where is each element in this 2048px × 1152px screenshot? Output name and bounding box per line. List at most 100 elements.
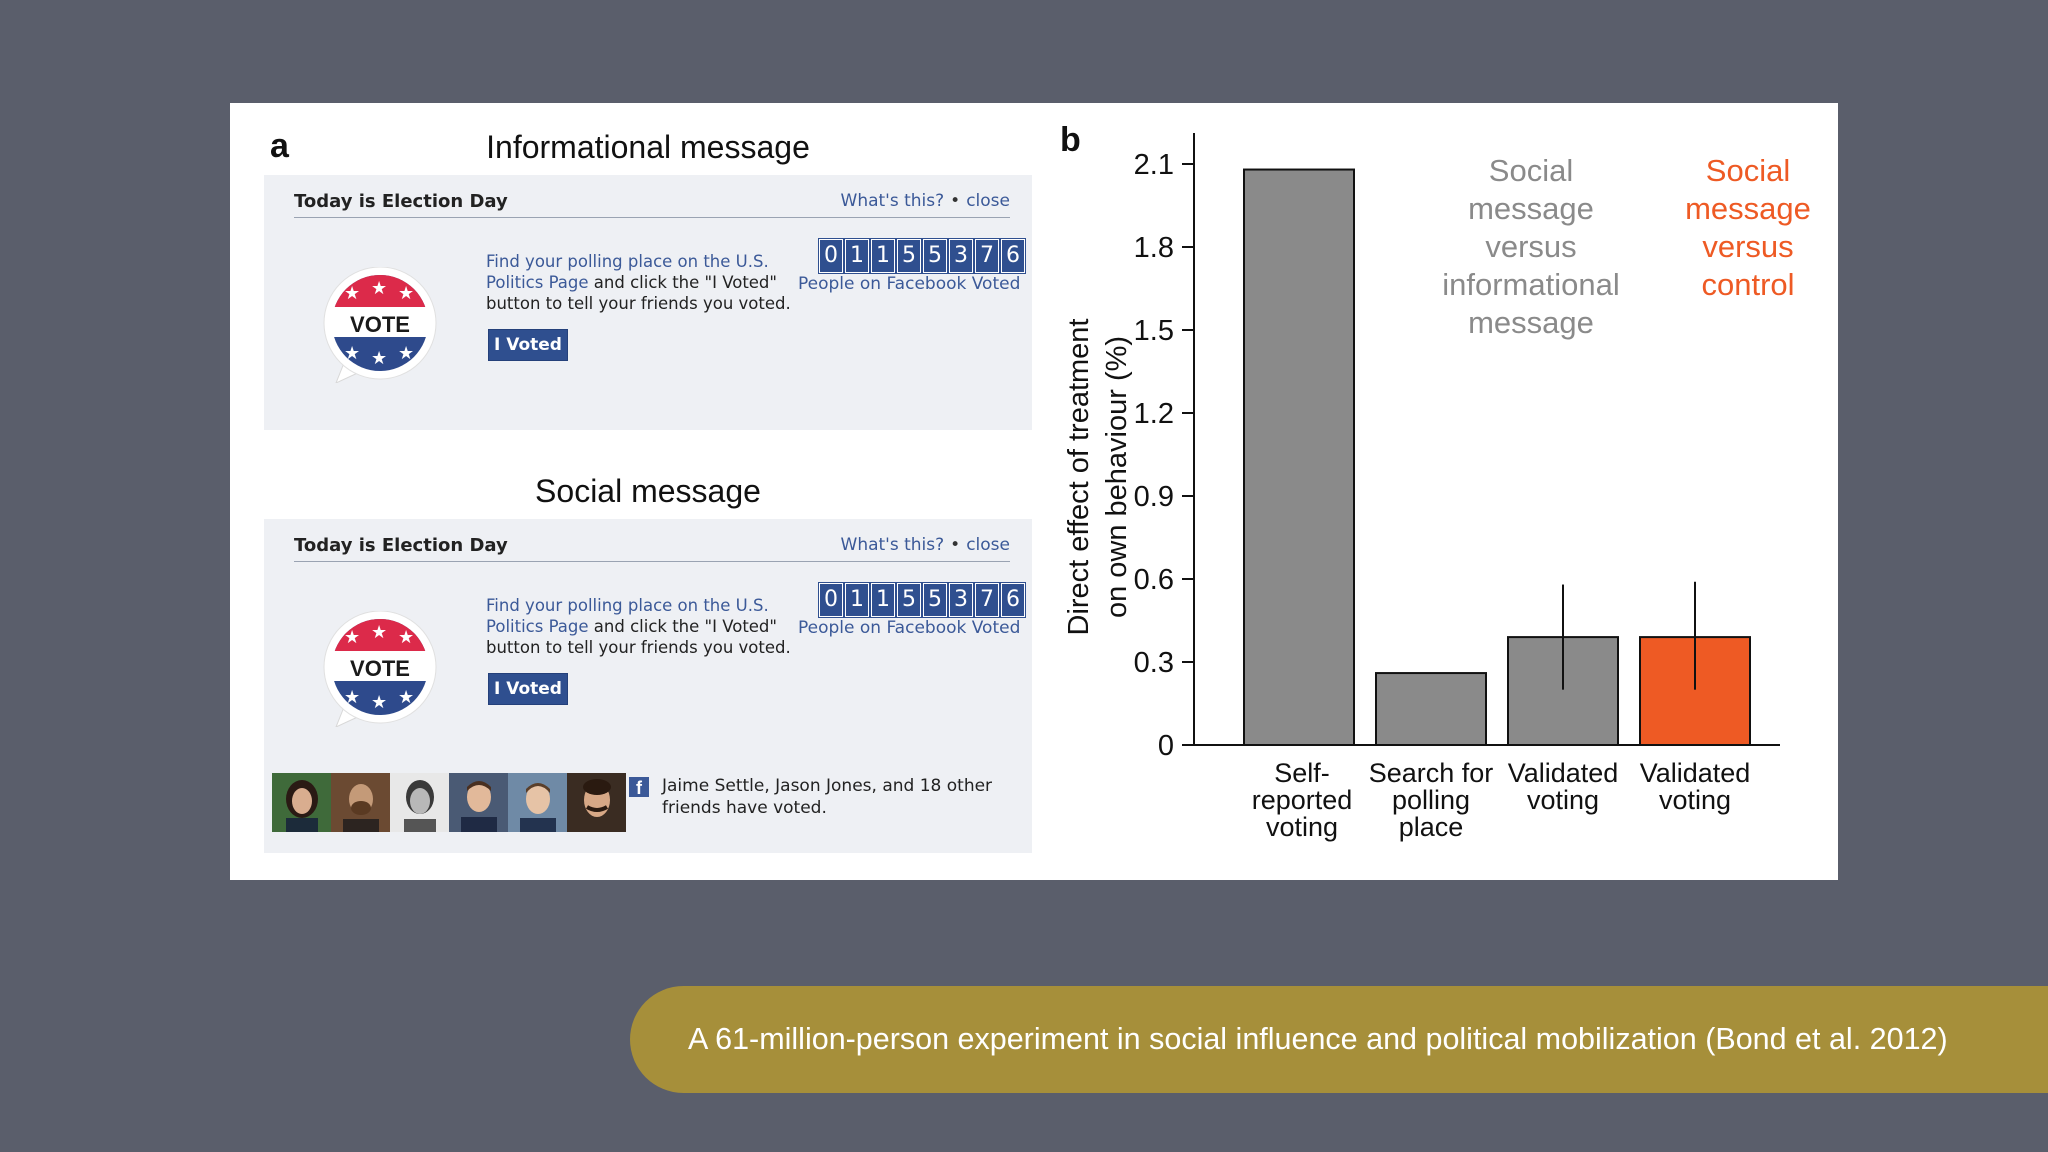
svg-text:★: ★ bbox=[344, 627, 360, 648]
svg-text:★: ★ bbox=[371, 278, 387, 299]
category-label: Validated bbox=[1508, 758, 1619, 788]
counter-digit: 5 bbox=[922, 582, 948, 618]
header-links: What's this? • close bbox=[841, 191, 1010, 211]
annotation-line: informational bbox=[1442, 267, 1619, 302]
counter-digit: 5 bbox=[922, 238, 948, 274]
svg-text:★: ★ bbox=[398, 343, 414, 364]
polling-place-link[interactable]: Find your polling place on the U.S. Poli… bbox=[486, 596, 769, 636]
category-label: polling bbox=[1392, 785, 1470, 815]
svg-text:★: ★ bbox=[344, 283, 360, 304]
vote-badge-label: VOTE bbox=[350, 312, 410, 337]
svg-text:★: ★ bbox=[398, 283, 414, 304]
annotation-line: Social bbox=[1706, 153, 1790, 188]
counter-digit: 0 bbox=[818, 582, 844, 618]
friend-photos bbox=[272, 773, 626, 832]
svg-text:★: ★ bbox=[344, 343, 360, 364]
effect-bar-chart: b Direct effect of treatment on own beha… bbox=[1060, 121, 1811, 842]
plot-area: 00.30.60.91.21.51.82.1Self-reportedvotin… bbox=[1134, 133, 1811, 842]
vote-badge-icon: ★ ★ ★ ★ ★ ★ bbox=[323, 267, 437, 383]
voter-counter: 0 1 1 5 5 3 7 6 bbox=[818, 238, 1026, 274]
annotation-line: control bbox=[1701, 267, 1794, 302]
svg-text:★: ★ bbox=[371, 622, 387, 643]
counter-digit: 3 bbox=[948, 238, 974, 274]
people-voted-link[interactable]: People on Facebook Voted bbox=[798, 274, 1021, 294]
counter-digit: 1 bbox=[870, 582, 896, 618]
polling-place-text: Find your polling place on the U.S. Poli… bbox=[486, 595, 806, 658]
vote-badge-icon: ★ ★ ★ ★ ★ ★ bbox=[323, 611, 437, 727]
i-voted-button[interactable]: I Voted bbox=[488, 673, 568, 705]
y-tick-label: 1.8 bbox=[1134, 232, 1174, 264]
social-message-title: Social message bbox=[535, 473, 761, 509]
counter-digit: 1 bbox=[844, 238, 870, 274]
annotation-line: message bbox=[1685, 191, 1811, 226]
annotation-line: versus bbox=[1485, 229, 1576, 264]
y-tick-label: 1.5 bbox=[1134, 315, 1174, 347]
bar bbox=[1375, 672, 1487, 746]
y-axis-label-line-1: Direct effect of treatment bbox=[1063, 319, 1095, 636]
friend-avatar[interactable] bbox=[567, 773, 626, 832]
panel-b-letter: b bbox=[1060, 121, 1081, 159]
close-link[interactable]: close bbox=[966, 535, 1010, 555]
card-header: Today is Election Day What's this? • close bbox=[294, 533, 1010, 562]
election-day-heading: Today is Election Day bbox=[294, 191, 508, 212]
y-tick-label: 0.3 bbox=[1134, 647, 1174, 679]
counter-digit: 7 bbox=[974, 238, 1000, 274]
informational-message-title: Informational message bbox=[486, 129, 810, 165]
polling-place-text: Find your polling place on the U.S. Poli… bbox=[486, 251, 806, 314]
svg-text:★: ★ bbox=[371, 692, 387, 713]
caption-text: A 61-million-person experiment in social… bbox=[688, 1022, 1948, 1056]
y-tick-label: 1.2 bbox=[1134, 398, 1174, 430]
annotation-line: message bbox=[1468, 191, 1594, 226]
header-links: What's this? • close bbox=[841, 535, 1010, 555]
y-tick-label: 2.1 bbox=[1134, 149, 1174, 181]
counter-digit: 6 bbox=[1000, 582, 1026, 618]
svg-text:★: ★ bbox=[371, 348, 387, 369]
polling-place-instructions: and click the "I Voted" button to tell y… bbox=[486, 273, 791, 313]
figure-panel: a Informational message Today is Electio… bbox=[230, 103, 1838, 880]
counter-digit: 6 bbox=[1000, 238, 1026, 274]
whats-this-link[interactable]: What's this? bbox=[840, 535, 945, 555]
annotation-line: versus bbox=[1702, 229, 1793, 264]
counter-digit: 0 bbox=[818, 238, 844, 274]
polling-place-link[interactable]: Find your polling place on the U.S. Poli… bbox=[486, 252, 769, 292]
svg-text:★: ★ bbox=[398, 687, 414, 708]
counter-digit: 7 bbox=[974, 582, 1000, 618]
friend-avatar[interactable] bbox=[272, 773, 331, 832]
y-tick-label: 0.6 bbox=[1134, 564, 1174, 596]
y-axis-label: Direct effect of treatment on own behavi… bbox=[1063, 319, 1133, 636]
annotation-line: Social bbox=[1489, 153, 1573, 188]
social-message-card: Today is Election Day What's this? • close… bbox=[264, 519, 1032, 853]
y-axis-label-line-2: on own behaviour (%) bbox=[1101, 336, 1133, 618]
friend-avatar[interactable] bbox=[390, 773, 449, 832]
svg-text:★: ★ bbox=[398, 627, 414, 648]
bar bbox=[1243, 168, 1355, 747]
counter-digit: 1 bbox=[844, 582, 870, 618]
separator-dot: • bbox=[950, 535, 961, 555]
voter-counter: 0 1 1 5 5 3 7 6 bbox=[818, 582, 1026, 618]
card-header: Today is Election Day What's this? • close bbox=[294, 189, 1010, 218]
category-label: place bbox=[1399, 812, 1464, 842]
facebook-icon: f bbox=[629, 777, 649, 798]
friend-avatar[interactable] bbox=[508, 773, 567, 832]
friend-avatar[interactable] bbox=[449, 773, 508, 832]
category-label: Search for bbox=[1369, 758, 1494, 788]
y-tick-label: 0.9 bbox=[1134, 481, 1174, 513]
vote-badge-label: VOTE bbox=[350, 656, 410, 681]
whats-this-link[interactable]: What's this? bbox=[840, 191, 945, 211]
caption-banner: A 61-million-person experiment in social… bbox=[630, 986, 2048, 1093]
friends-voted-text: Jaime Settle, Jason Jones, and 18 other … bbox=[662, 776, 993, 818]
counter-digit: 5 bbox=[896, 238, 922, 274]
friend-avatar[interactable] bbox=[331, 773, 390, 832]
category-label: reported bbox=[1252, 785, 1353, 815]
polling-place-instructions: and click the "I Voted" button to tell y… bbox=[486, 617, 791, 657]
close-link[interactable]: close bbox=[966, 191, 1010, 211]
category-label: voting bbox=[1266, 812, 1338, 842]
election-day-heading: Today is Election Day bbox=[294, 535, 508, 556]
i-voted-button[interactable]: I Voted bbox=[488, 329, 568, 361]
separator-dot: • bbox=[950, 191, 961, 211]
panel-a-letter: a bbox=[270, 127, 289, 165]
informational-message-card: Today is Election Day What's this? • close… bbox=[264, 175, 1032, 430]
people-voted-link[interactable]: People on Facebook Voted bbox=[798, 618, 1021, 638]
counter-digit: 1 bbox=[870, 238, 896, 274]
annotation-line: message bbox=[1468, 305, 1594, 340]
